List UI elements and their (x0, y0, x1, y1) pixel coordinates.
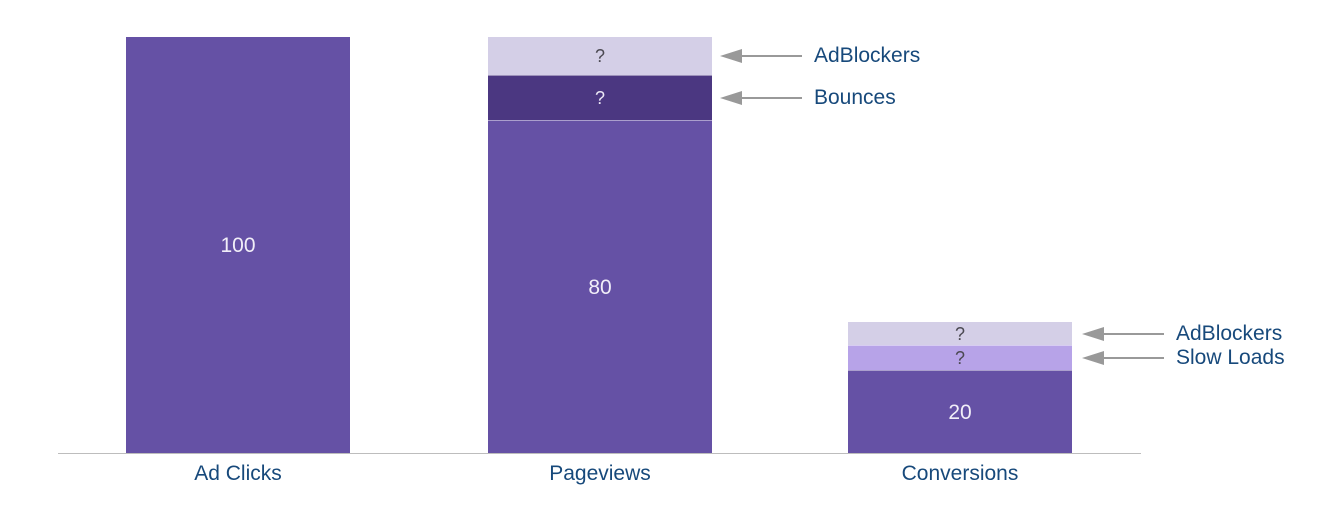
bar-segment-pageviews-value: 80 (488, 120, 712, 453)
arrow-left-icon (1082, 350, 1164, 365)
bar-segment-pageviews-adblockers: ? (488, 37, 712, 75)
value-label-conversions-slow-loads: ? (954, 348, 965, 368)
value-label-conversions: 20 (948, 400, 972, 424)
bar-ad-clicks: 100 Ad Clicks (126, 37, 350, 485)
bar-segment-conversions-slow-loads: ? (848, 345, 1072, 370)
bar-segment-conversions-adblockers: ? (848, 322, 1072, 345)
bar-segment-pageviews-bounces: ? (488, 75, 712, 120)
annotation-pageviews-adblockers: AdBlockers (720, 44, 920, 68)
value-label-pageviews-adblockers: ? (594, 46, 605, 66)
arrow-left-icon (1082, 326, 1164, 341)
value-label-conversions-adblockers: ? (954, 323, 965, 344)
value-label-ad-clicks: 100 (220, 233, 256, 257)
value-label-pageviews: 80 (588, 275, 612, 299)
annotation-pageviews-bounces: Bounces (720, 86, 896, 110)
annotation-label: Bounces (814, 85, 896, 109)
annotation-conversions-slow-loads: Slow Loads (1082, 346, 1285, 370)
bar-pageviews: ? ? 80 Pageviews (488, 37, 712, 485)
bar-conversions: ? ? 20 Conversions (848, 322, 1072, 485)
annotation-label: AdBlockers (814, 44, 921, 67)
value-label-pageviews-bounces: ? (594, 88, 605, 108)
annotation-conversions-adblockers: AdBlockers (1082, 322, 1282, 346)
arrow-left-icon (720, 90, 802, 105)
annotation-label: Slow Loads (1176, 345, 1285, 369)
category-label-ad-clicks: Ad Clicks (194, 462, 282, 485)
arrow-left-icon (720, 49, 802, 63)
x-axis-line (58, 453, 1141, 454)
bar-segment-ad-clicks-total: 100 (126, 37, 350, 453)
category-label-pageviews: Pageviews (549, 462, 651, 485)
bar-segment-conversions-value: 20 (848, 370, 1072, 453)
annotation-label: AdBlockers (1176, 321, 1283, 345)
category-label-conversions: Conversions (901, 462, 1019, 485)
